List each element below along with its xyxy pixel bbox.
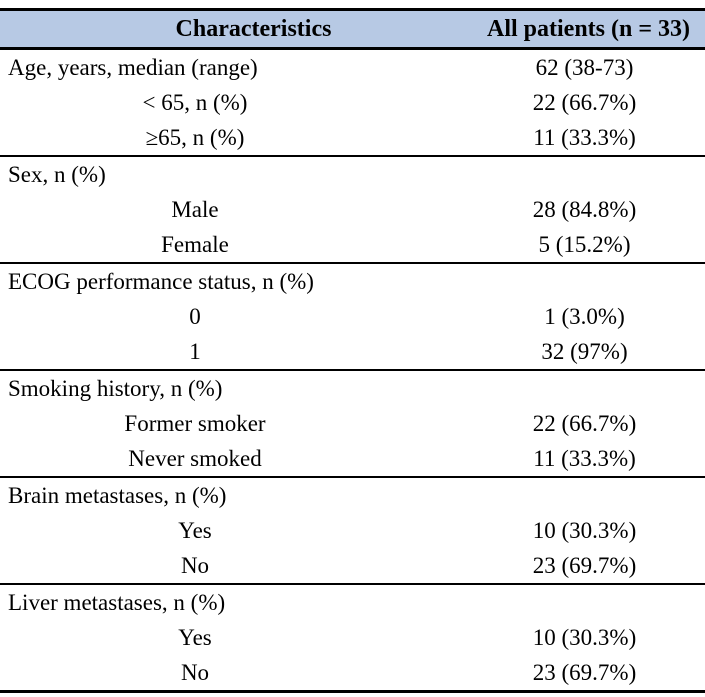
characteristic-cell: Female [161,231,229,257]
value-cell [482,262,705,299]
characteristic-cell: Brain metastases, n (%) [0,476,482,513]
header-row: Characteristics All patients (n = 33) [0,9,705,50]
patient-characteristics-table: Characteristics All patients (n = 33) Ag… [0,8,705,693]
characteristic-cell: ECOG performance status, n (%) [0,262,482,299]
table-row: No 23 (69.7%) [0,655,705,692]
characteristic-cell: < 65, n (%) [142,89,248,115]
value-cell: 28 (84.8%) [532,196,637,222]
characteristic-cell: Male [171,196,219,222]
characteristic-cell: Age, years, median (range) [8,54,258,80]
characteristic-cell: Former smoker [124,410,266,436]
table-row: Former smoker 22 (66.7%) [0,406,705,441]
value-cell: 23 (69.7%) [532,552,637,578]
characteristic-cell: No [180,552,210,578]
header-all-patients: All patients (n = 33) [482,9,705,50]
table-row: Yes 10 (30.3%) [0,513,705,548]
characteristic-cell: ≥65, n (%) [145,124,245,150]
table-row: ECOG performance status, n (%) [0,262,705,299]
table-row: Yes 10 (30.3%) [0,620,705,655]
characteristic-cell: Never smoked [128,445,262,471]
value-cell: 22 (66.7%) [532,410,637,436]
header-characteristics: Characteristics [0,9,482,50]
table-row: Brain metastases, n (%) [0,476,705,513]
value-cell: 5 (15.2%) [538,231,631,257]
value-cell: 10 (30.3%) [532,517,637,543]
table-row: Age, years, median (range) 62 (38-73) [0,49,705,86]
value-cell: 10 (30.3%) [532,624,637,650]
table-body: Age, years, median (range) 62 (38-73) < … [0,49,705,692]
table-row: Liver metastases, n (%) [0,583,705,620]
characteristic-cell: Smoking history, n (%) [0,369,482,406]
characteristic-cell: Liver metastases, n (%) [0,583,482,620]
table-row: Male 28 (84.8%) [0,192,705,227]
table-row: ≥65, n (%) 11 (33.3%) [0,120,705,156]
value-cell: 11 (33.3%) [533,124,636,150]
characteristic-cell: Yes [178,624,212,650]
table-header: Characteristics All patients (n = 33) [0,9,705,50]
characteristic-cell: Sex, n (%) [0,155,482,192]
value-cell [482,369,705,406]
characteristic-cell: Yes [178,517,212,543]
value-cell: 62 (38-73) [535,54,634,80]
value-cell: 1 (3.0%) [544,303,625,329]
value-cell [482,476,705,513]
value-cell [482,155,705,192]
value-cell: 11 (33.3%) [533,445,636,471]
table-row: No 23 (69.7%) [0,548,705,584]
table-row: 0 1 (3.0%) [0,299,705,334]
value-cell: 32 (97%) [541,338,628,364]
characteristic-cell: No [180,659,210,685]
table-row: Never smoked 11 (33.3%) [0,441,705,477]
table-row: < 65, n (%) 22 (66.7%) [0,85,705,120]
table-row: Smoking history, n (%) [0,369,705,406]
value-cell: 22 (66.7%) [532,89,637,115]
value-cell [482,583,705,620]
table-row: 1 32 (97%) [0,334,705,370]
value-cell: 23 (69.7%) [532,659,637,685]
characteristic-cell: 0 [189,303,201,329]
characteristic-cell: 1 [189,338,201,364]
table-row: Female 5 (15.2%) [0,227,705,263]
table-row: Sex, n (%) [0,155,705,192]
